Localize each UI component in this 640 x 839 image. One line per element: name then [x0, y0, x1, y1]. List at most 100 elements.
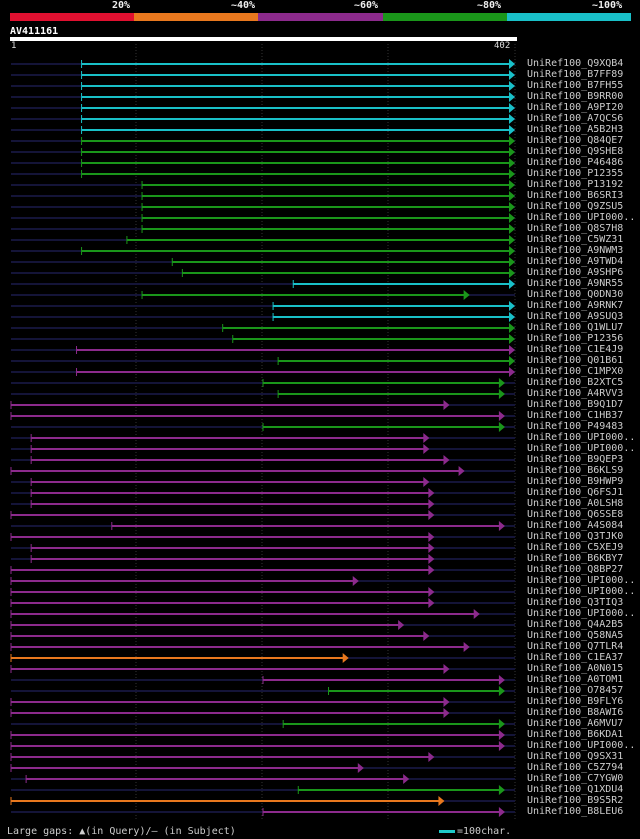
hit-label[interactable]: UniRef100_B7FF89 [527, 69, 624, 80]
hit-label[interactable]: UniRef100_A9PI20 [527, 102, 624, 113]
hit-label[interactable]: UniRef100_A0N015 [527, 663, 624, 674]
hit-label[interactable]: UniRef100_A4RVV3 [527, 388, 624, 399]
hit-label[interactable]: UniRef100_Q01B61 [527, 355, 624, 366]
hit-end-arrow [498, 422, 505, 432]
hit-end-arrow [509, 180, 515, 190]
hit-label[interactable]: UniRef100_Q6SSE8 [527, 509, 624, 520]
hit-label[interactable]: UniRef100_A0LSH8 [527, 498, 624, 509]
hit-end-arrow [428, 532, 435, 542]
hit-label[interactable]: UniRef100_C7YGW0 [527, 773, 624, 784]
hit-label[interactable]: UniRef100_B8LEU6 [527, 806, 624, 817]
hit-end-arrow [443, 664, 450, 674]
hit-label[interactable]: UniRef100_A9SHP6 [527, 267, 624, 278]
hit-end-arrow [509, 246, 515, 256]
hit-label[interactable]: UniRef100_Q9SHE8 [527, 146, 624, 157]
hit-label[interactable]: UniRef100_P49483 [527, 421, 624, 432]
hit-label[interactable]: UniRef100_C1MPX0 [527, 366, 624, 377]
hit-end-arrow [509, 279, 515, 289]
hit-end-arrow [509, 367, 515, 377]
hit-label[interactable]: UniRef100_B9S5R2 [527, 795, 624, 806]
hit-label[interactable]: UniRef100_UPI000.. [527, 575, 636, 586]
hit-end-arrow [509, 125, 515, 135]
hit-label[interactable]: UniRef100_B9Q1D7 [527, 399, 624, 410]
hit-label[interactable]: UniRef100_C5WZ31 [527, 234, 624, 245]
hit-label[interactable]: UniRef100_A9RNK7 [527, 300, 624, 311]
hit-label[interactable]: UniRef100_Q8S7H8 [527, 223, 624, 234]
hit-label[interactable]: UniRef100_P46486 [527, 157, 624, 168]
hit-label[interactable]: UniRef100_B6KDA1 [527, 729, 624, 740]
hit-label[interactable]: UniRef100_A6MVU7 [527, 718, 624, 729]
hit-label[interactable]: UniRef100_C1EA37 [527, 652, 624, 663]
hit-label[interactable]: UniRef100_B9RR00 [527, 91, 624, 102]
hit-label[interactable]: UniRef100_A0TOM1 [527, 674, 624, 685]
hit-label[interactable]: UniRef100_B7FH55 [527, 80, 624, 91]
hit-label[interactable]: UniRef100_UPI000.. [527, 212, 636, 223]
hit-label[interactable]: UniRef100_Q3TIQ3 [527, 597, 624, 608]
query-name: AV411161 [10, 26, 59, 37]
hit-label[interactable]: UniRef100_C5XEJ9 [527, 542, 624, 553]
hit-label[interactable]: UniRef100_UPI000.. [527, 443, 636, 454]
hit-label[interactable]: UniRef100_Q7TLR4 [527, 641, 624, 652]
hit-label[interactable]: UniRef100_UPI000.. [527, 608, 636, 619]
legend-segment [506, 13, 631, 21]
hit-end-arrow [509, 312, 515, 322]
hit-end-arrow [509, 92, 515, 102]
hit-label[interactable]: UniRef100_Q4A2B5 [527, 619, 624, 630]
hit-label[interactable]: UniRef100_B6KLS9 [527, 465, 624, 476]
hit-label[interactable]: UniRef100_C1E4J9 [527, 344, 624, 355]
hit-end-arrow [423, 631, 430, 641]
hit-label[interactable]: UniRef100_Q1WLU7 [527, 322, 624, 333]
hit-label[interactable]: UniRef100_Q9XQB4 [527, 58, 624, 69]
hit-label[interactable]: UniRef100_Q84QE7 [527, 135, 624, 146]
hit-label[interactable]: UniRef100_UPI000.. [527, 740, 636, 751]
legend-label: ~80% [477, 0, 502, 11]
hit-label[interactable]: UniRef100_A5B2H3 [527, 124, 624, 135]
hit-label[interactable]: UniRef100_Q9ZSU5 [527, 201, 624, 212]
legend-label: 20% [112, 0, 131, 11]
hit-label[interactable]: UniRef100_B2XTC5 [527, 377, 624, 388]
hit-label[interactable]: UniRef100_P13192 [527, 179, 624, 190]
hit-label[interactable]: UniRef100_Q9SX31 [527, 751, 624, 762]
hit-label[interactable]: UniRef100_C5Z794 [527, 762, 624, 773]
hit-end-arrow [498, 785, 505, 795]
hit-end-arrow [509, 136, 515, 146]
hit-label[interactable]: UniRef100_Q0DN30 [527, 289, 624, 300]
hit-end-arrow [443, 708, 450, 718]
hit-label[interactable]: UniRef100_P12356 [527, 333, 624, 344]
hit-end-arrow [498, 378, 505, 388]
hit-end-arrow [463, 642, 470, 652]
hit-end-arrow [428, 598, 435, 608]
hit-end-arrow [509, 224, 515, 234]
hit-end-arrow [458, 466, 465, 476]
hit-label[interactable]: UniRef100_A9NR55 [527, 278, 624, 289]
hit-label[interactable]: UniRef100_UPI000.. [527, 586, 636, 597]
hit-label[interactable]: UniRef100_Q58NA5 [527, 630, 624, 641]
hit-label[interactable]: UniRef100_B9FLY6 [527, 696, 624, 707]
hit-end-arrow [398, 620, 405, 630]
hit-end-arrow [509, 301, 515, 311]
hit-label[interactable]: UniRef100_Q1XDU4 [527, 784, 624, 795]
hit-label[interactable]: UniRef100_B9QEP3 [527, 454, 624, 465]
hit-label[interactable]: UniRef100_B8AWI6 [527, 707, 624, 718]
hit-end-arrow [403, 774, 410, 784]
hit-label[interactable]: UniRef100_A7QCS6 [527, 113, 624, 124]
hit-label[interactable]: UniRef100_B6KBY7 [527, 553, 624, 564]
hit-end-arrow [443, 697, 450, 707]
hit-end-arrow [498, 411, 505, 421]
hit-end-arrow [509, 334, 515, 344]
hit-label[interactable]: UniRef100_UPI000.. [527, 432, 636, 443]
hit-label[interactable]: UniRef100_A9NWM3 [527, 245, 624, 256]
hit-label[interactable]: UniRef100_A4S084 [527, 520, 624, 531]
hit-label[interactable]: UniRef100_B9HWP9 [527, 476, 624, 487]
hit-label[interactable]: UniRef100_Q3TJK0 [527, 531, 624, 542]
hit-label[interactable]: UniRef100_Q8BP27 [527, 564, 624, 575]
hit-label[interactable]: UniRef100_Q6FSJ1 [527, 487, 624, 498]
hit-label[interactable]: UniRef100_C1HB37 [527, 410, 624, 421]
hit-label[interactable]: UniRef100_P12355 [527, 168, 624, 179]
hit-label[interactable]: UniRef100_B6SRI3 [527, 190, 624, 201]
hit-end-arrow [428, 587, 435, 597]
hit-label[interactable]: UniRef100_O78457 [527, 685, 624, 696]
hit-label[interactable]: UniRef100_A9TWD4 [527, 256, 624, 267]
hit-label[interactable]: UniRef100_A9SUQ3 [527, 311, 624, 322]
